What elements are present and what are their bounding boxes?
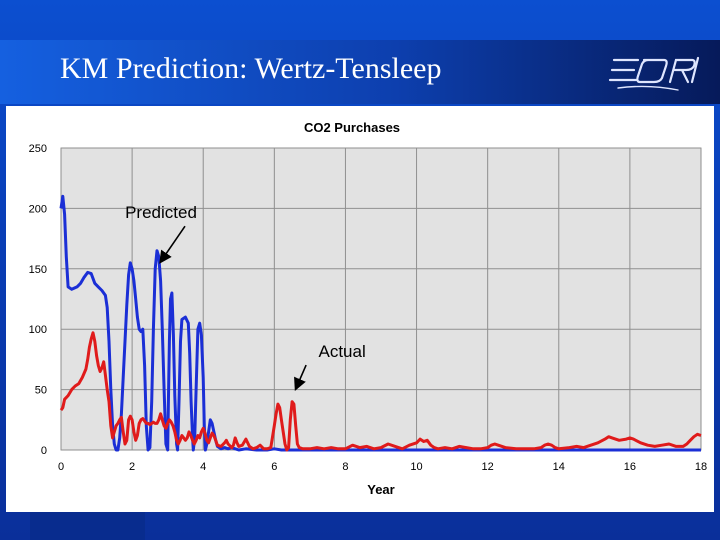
predicted-annotation-label: Predicted <box>125 203 197 222</box>
slide-title: KM Prediction: Wertz-Tensleep <box>60 52 442 85</box>
x-tick-label: 0 <box>58 461 64 473</box>
x-tick-label: 18 <box>695 461 707 473</box>
plot-area <box>60 147 702 451</box>
annotation-arrow <box>159 225 186 264</box>
predicted-series-line <box>59 194 701 452</box>
eori-logo-icon <box>608 56 700 91</box>
y-tick-labels: 0 50 100 150 200 250 <box>29 143 47 457</box>
co2-purchases-chart: 0 50 100 150 200 250 0 2 4 6 8 10 12 14 16 18 Predicte… <box>29 120 707 497</box>
actual-series-line <box>59 331 702 452</box>
x-tick-label: 6 <box>271 461 277 473</box>
bottom-decoration <box>30 512 145 540</box>
y-tick-label: 250 <box>29 143 47 155</box>
x-tick-label: 4 <box>200 461 206 473</box>
chart-title: CO2 Purchases <box>304 120 400 135</box>
series-lines <box>59 194 702 452</box>
x-tick-label: 12 <box>482 461 494 473</box>
x-tick-label: 16 <box>624 461 636 473</box>
grid-lines <box>60 147 702 451</box>
chart-panel: 0 50 100 150 200 250 0 2 4 6 8 10 12 14 16 18 Predicte… <box>6 106 714 512</box>
x-tick-labels: 0 2 4 6 8 10 12 14 16 18 <box>58 461 707 473</box>
y-tick-label: 150 <box>29 264 47 276</box>
x-tick-label: 10 <box>410 461 422 473</box>
y-tick-label: 50 <box>35 385 47 397</box>
x-tick-label: 8 <box>342 461 348 473</box>
x-tick-label: 2 <box>129 461 135 473</box>
annotations: Predicted Actual <box>125 203 366 391</box>
actual-annotation-label: Actual <box>318 342 365 361</box>
y-tick-label: 200 <box>29 203 47 215</box>
x-axis-label: Year <box>367 482 394 497</box>
y-tick-label: 0 <box>41 445 47 457</box>
x-tick-label: 14 <box>553 461 565 473</box>
y-tick-label: 100 <box>29 324 47 336</box>
title-band <box>0 40 720 104</box>
annotation-arrow <box>294 364 307 391</box>
